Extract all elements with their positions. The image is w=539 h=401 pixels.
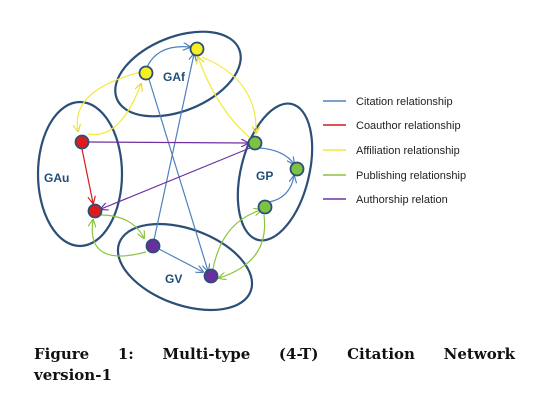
edge-affiliation-gp-to-gaf <box>198 57 250 138</box>
group-label-gaf: GAf <box>163 70 186 84</box>
edge-publishing-gv-to-gau <box>92 220 147 257</box>
edge-coauthor <box>81 148 93 203</box>
group-label-gv: GV <box>165 272 182 286</box>
legend: Citation relationship Coauthor relations… <box>323 96 466 206</box>
group-label-gau: GAu <box>44 171 69 185</box>
edge-affiliation-gau-to-gaf <box>87 84 141 136</box>
node-gau-2 <box>87 203 103 219</box>
edge-publishing-gp-to-gv <box>219 214 266 278</box>
edge-affiliation-gaf-to-gau <box>77 71 142 131</box>
group-gp-ellipse <box>236 102 314 242</box>
legend-label-citation: Citation relationship <box>356 96 453 108</box>
legend-label-affiliation: Affiliation relationship <box>356 145 460 157</box>
edge-citation-gp-internal-1 <box>259 147 294 164</box>
group-gau-ellipse <box>36 100 124 248</box>
group-gaf-ellipse <box>114 30 242 118</box>
node-gaf-2 <box>189 41 205 57</box>
node-gp-3 <box>257 199 273 215</box>
node-gp-2 <box>289 161 305 177</box>
edge-citation-gv-to-gaf <box>153 54 194 241</box>
edge-citation-gp-internal-2 <box>268 176 294 203</box>
legend-label-coauthor: Coauthor relationship <box>356 120 461 132</box>
caption-line-1: Figure 1: Multi-type (4-T) Citation Netw… <box>34 345 515 363</box>
edge-authorship-gp-to-gau <box>101 147 251 209</box>
node-gv-2 <box>203 268 219 284</box>
node-gaf-1 <box>138 65 154 81</box>
caption-line-2: version-1 <box>34 366 112 384</box>
node-gau-1 <box>74 134 90 150</box>
edge-citation-gaf-to-gv <box>147 75 208 271</box>
legend-label-publishing: Publishing relationship <box>356 170 466 182</box>
edge-citation-gv-internal <box>158 248 203 272</box>
figure-caption: Figure 1: Multi-type (4-T) Citation Netw… <box>34 344 515 386</box>
edge-citation-gaf-internal <box>146 47 190 68</box>
edge-publishing-gau-to-gv <box>99 214 144 238</box>
network-diagram: GAf GAu GP GV <box>36 30 466 312</box>
node-gp-1 <box>247 135 263 151</box>
group-label-gp: GP <box>256 169 273 183</box>
edge-authorship-gau-to-gp <box>88 142 248 143</box>
edge-affiliation-gaf-to-gp <box>201 56 256 133</box>
node-gv-1 <box>145 238 161 254</box>
legend-label-authorship: Authorship relation <box>356 194 448 206</box>
group-gv-ellipse <box>116 222 254 312</box>
edge-publishing-gv-to-gp <box>212 210 261 270</box>
